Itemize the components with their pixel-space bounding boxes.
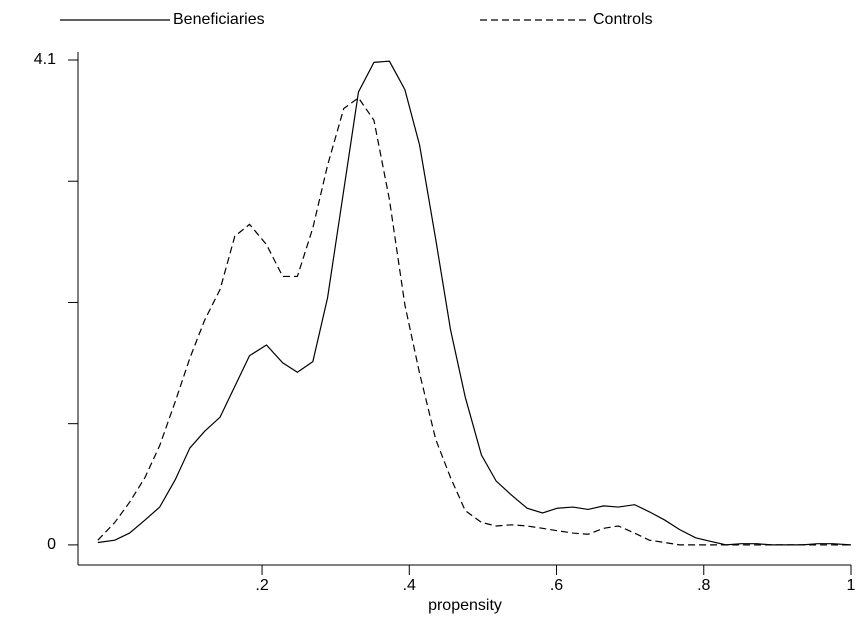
series-line (97, 96, 851, 546)
x-tick-label: 1 (847, 577, 856, 594)
x-tick-label: .8 (697, 577, 710, 594)
legend-label: Controls (593, 11, 653, 28)
x-tick-label: .6 (550, 577, 563, 594)
x-tick-label: .2 (255, 577, 268, 594)
series-line (97, 60, 852, 546)
y-tick-label: 4.1 (34, 51, 56, 68)
legend-label: Beneficiaries (173, 11, 265, 28)
x-axis-title: propensity (428, 597, 502, 614)
y-tick-label: 0 (47, 536, 56, 553)
x-tick-label: .4 (403, 577, 416, 594)
